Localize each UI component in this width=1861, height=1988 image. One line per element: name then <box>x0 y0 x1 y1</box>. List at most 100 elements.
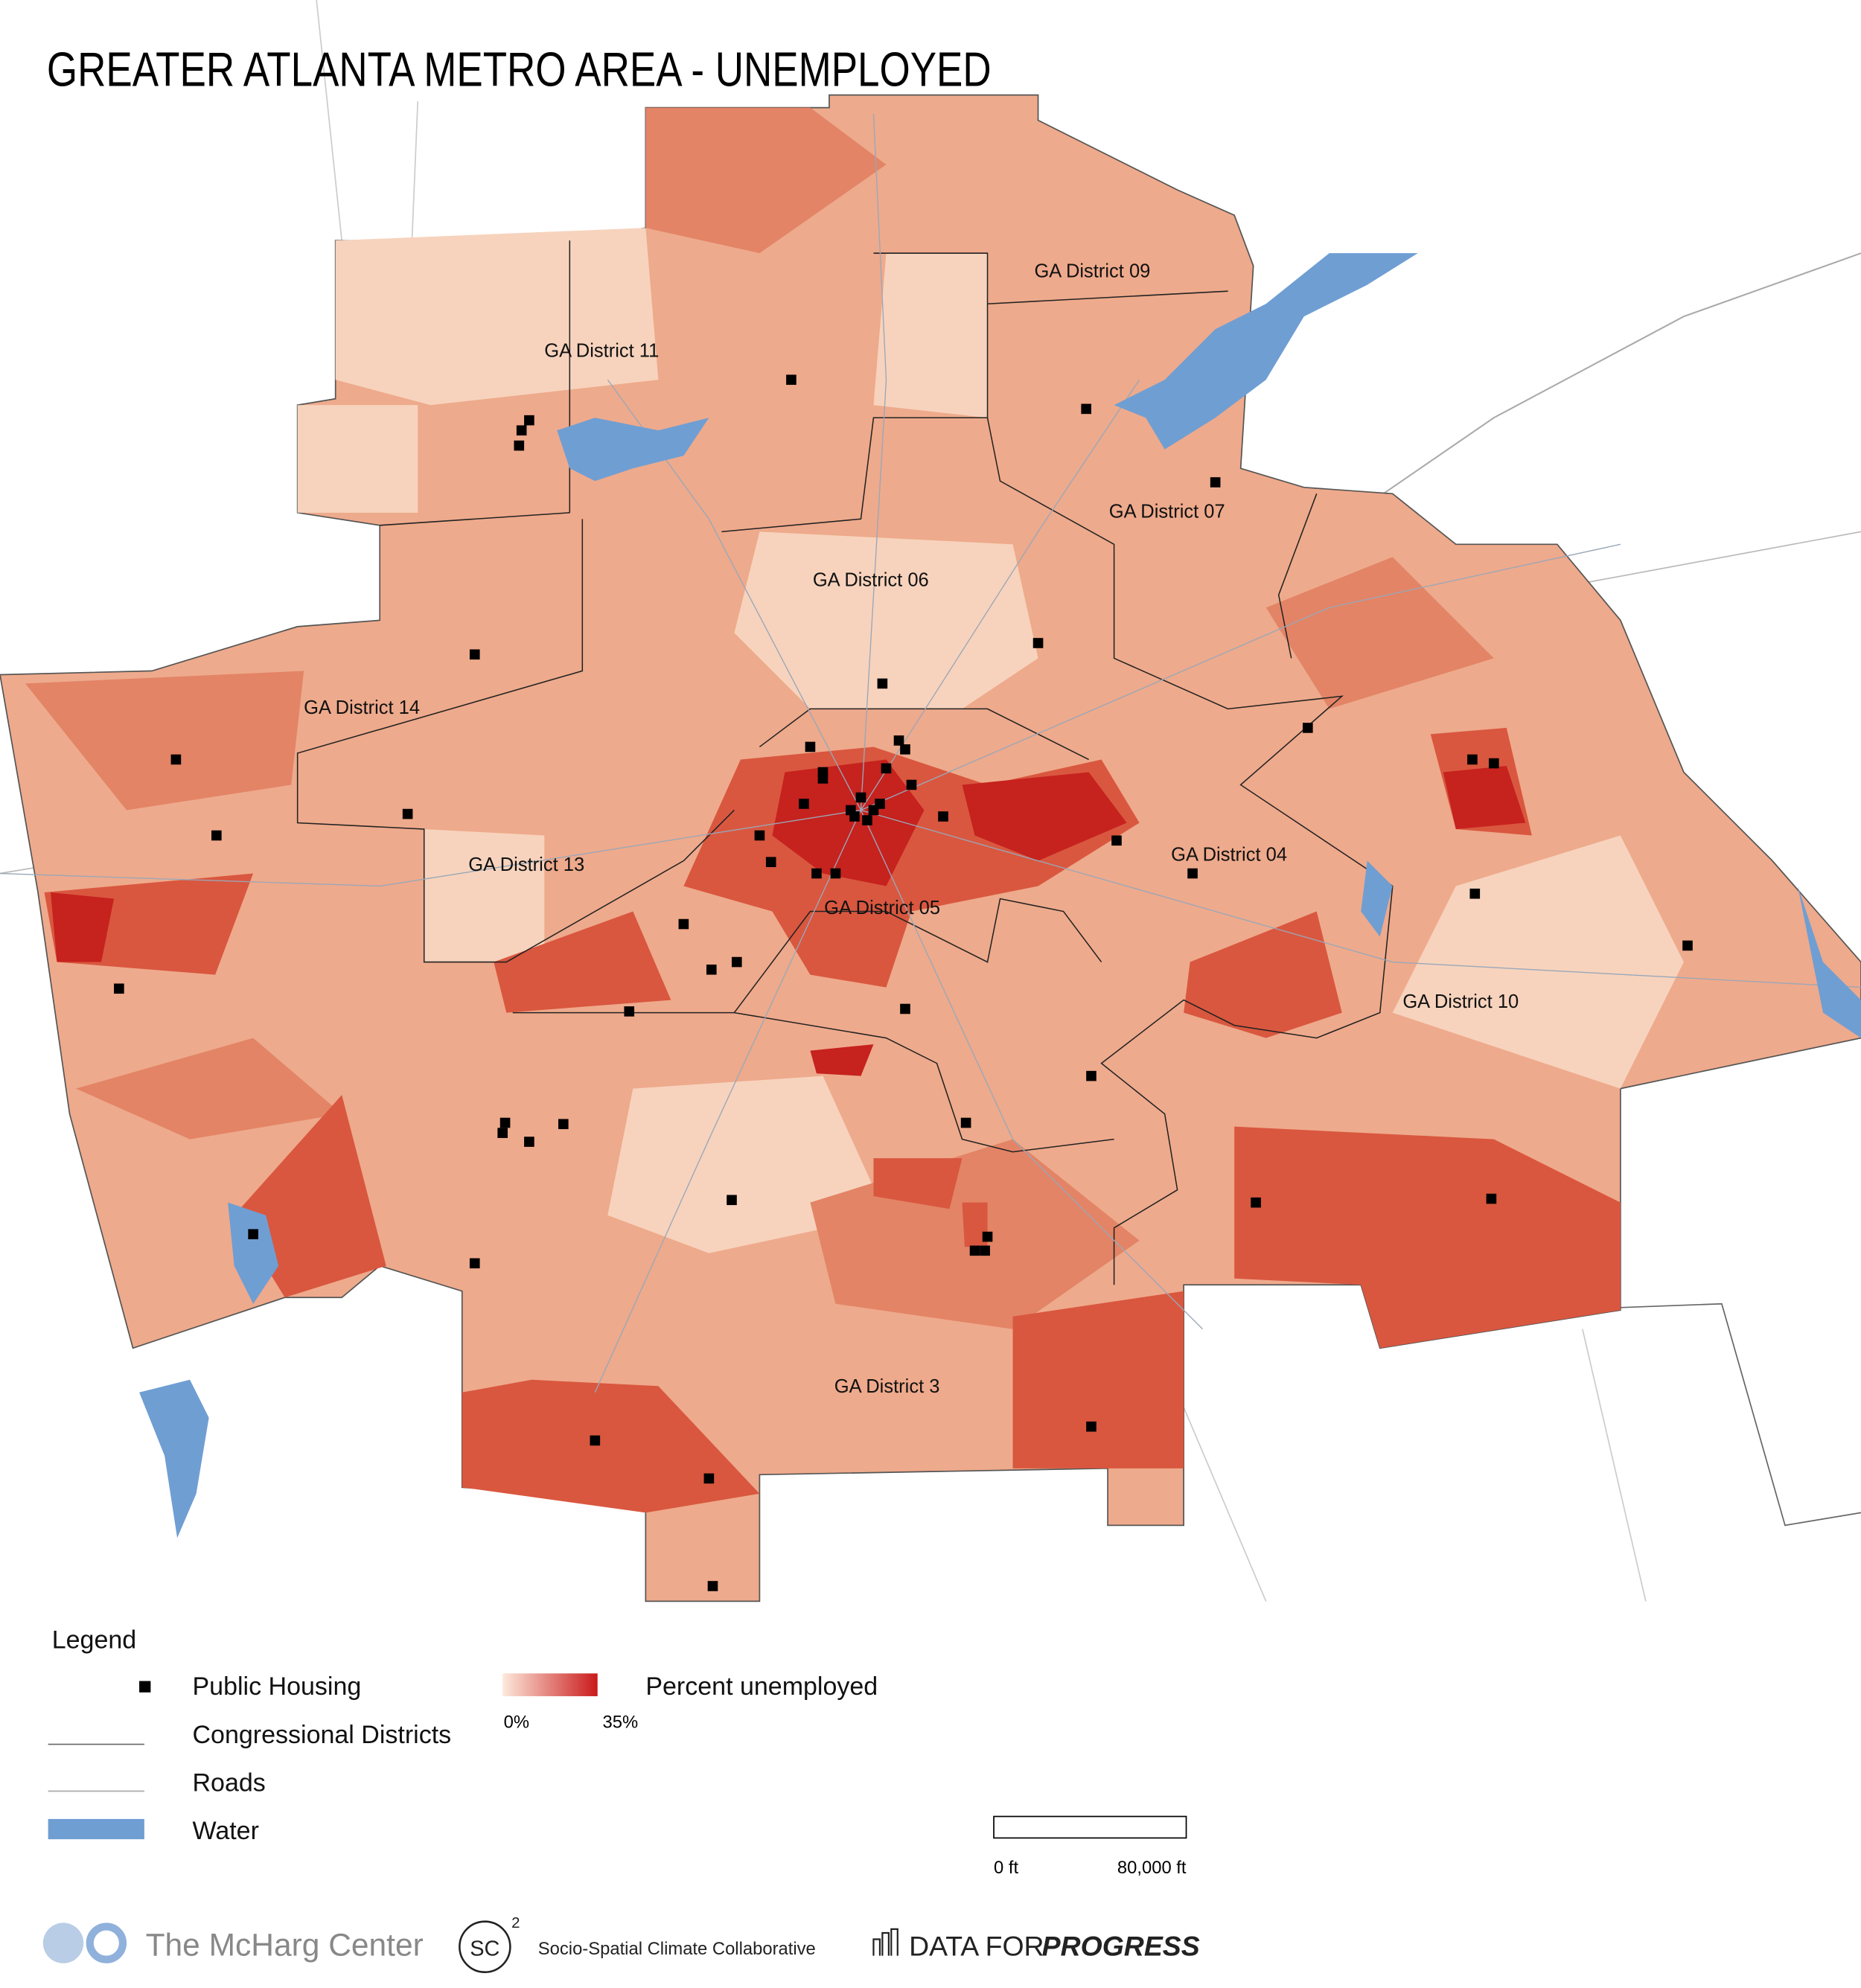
public-housing-site <box>754 830 765 841</box>
public-housing-site <box>248 1229 258 1240</box>
logo <box>459 1920 511 1973</box>
public-housing-site <box>938 811 948 822</box>
public-housing-site <box>1486 1193 1497 1204</box>
legend-item: Congressional Districts <box>193 1721 452 1749</box>
scale-bar: 0 ft 80,000 ft <box>993 1815 1187 1878</box>
district-label: GA District 09 <box>1034 261 1150 281</box>
logo-text: DATA FOR <box>909 1931 1044 1962</box>
logo-text: PROGRESS <box>1042 1931 1200 1962</box>
public-housing-site <box>1467 754 1478 765</box>
public-housing-site <box>1086 1421 1097 1432</box>
public-housing-site <box>805 741 816 752</box>
public-housing-site <box>707 1581 718 1591</box>
public-housing-site <box>875 799 885 809</box>
district-label: GA District 14 <box>304 697 420 718</box>
public-housing-site <box>830 868 841 879</box>
public-housing-site <box>731 956 742 968</box>
public-housing-site <box>516 425 527 436</box>
public-housing-site <box>1489 758 1499 769</box>
logo <box>42 1923 84 1963</box>
public-housing-site <box>469 1258 480 1269</box>
district-label: GA District 11 <box>544 341 659 362</box>
legend: Legend Public Housing Congressional Dist… <box>48 1626 878 1845</box>
legend-item: Public Housing <box>193 1672 362 1701</box>
public-housing-site <box>1081 403 1091 415</box>
public-housing-site <box>799 799 809 809</box>
public-housing-site <box>402 808 413 819</box>
district-label: GA District 04 <box>1171 845 1287 866</box>
legend-symbol <box>48 1818 144 1840</box>
public-housing-site <box>1086 1070 1097 1081</box>
legend-symbol <box>139 1681 151 1693</box>
district-label: GA District 05 <box>824 898 940 918</box>
public-housing-site <box>862 815 872 825</box>
water <box>139 253 1861 1538</box>
public-housing-site <box>980 1245 990 1256</box>
color-ramp <box>502 1673 598 1696</box>
public-housing-site <box>855 792 866 803</box>
district-label: GA District 10 <box>1402 991 1519 1012</box>
logo-text: SC <box>470 1937 499 1961</box>
public-housing-site <box>499 1117 511 1128</box>
public-housing-site <box>469 649 480 660</box>
public-housing-site <box>1303 723 1313 733</box>
color-scale-title: Percent unemployed <box>645 1672 878 1701</box>
scale-bar-label: 0 ft <box>994 1858 1018 1878</box>
public-housing-site <box>1032 638 1044 648</box>
public-housing-site <box>817 773 829 784</box>
public-housing-site <box>1210 477 1221 488</box>
public-housing-site <box>170 754 182 765</box>
district-label: GA District 13 <box>468 854 584 875</box>
public-housing-site <box>881 763 892 774</box>
color-scale-label: 0% <box>504 1712 529 1732</box>
district-lines <box>296 240 1394 1285</box>
logo-text: The McHarg Center <box>146 1928 424 1963</box>
public-housing-site <box>982 1231 993 1242</box>
public-housing-site <box>590 1435 601 1446</box>
public-housing-site <box>727 1195 737 1206</box>
district-label: GA District 06 <box>813 569 929 590</box>
public-housing-site <box>524 415 534 426</box>
title: GREATER ATLANTA METRO AREA - UNEMPLOYED <box>47 43 992 97</box>
public-housing-site <box>1469 888 1481 899</box>
public-housing-site <box>906 779 917 790</box>
scale-bar-box <box>993 1815 1187 1839</box>
public-housing-site <box>960 1117 971 1128</box>
public-housing-site <box>706 964 717 975</box>
public-housing-site <box>211 830 222 841</box>
public-housing-site <box>969 1245 980 1256</box>
public-housing-site <box>900 1003 910 1014</box>
public-housing-site <box>877 678 888 689</box>
public-housing-site <box>524 1137 534 1147</box>
public-housing <box>114 374 1693 1591</box>
district-label: GA District 07 <box>1109 502 1225 522</box>
public-housing-site <box>497 1128 508 1138</box>
public-housing-site <box>558 1119 569 1130</box>
public-housing-site <box>900 744 910 755</box>
color-scale-label: 35% <box>603 1712 639 1732</box>
legend-item: Roads <box>193 1769 266 1797</box>
public-housing-site <box>786 374 797 386</box>
logo-text: 2 <box>511 1915 520 1931</box>
public-housing-site <box>849 811 860 822</box>
public-housing-site <box>514 440 525 451</box>
district-label: GA District 3 <box>834 1376 940 1397</box>
legend-item: Water <box>193 1817 259 1845</box>
public-housing-site <box>893 735 904 746</box>
public-housing-site <box>765 857 776 868</box>
roads <box>0 114 1861 1393</box>
legend-title: Legend <box>52 1626 136 1654</box>
scale-bar-label: 80,000 ft <box>1117 1858 1187 1878</box>
public-housing-site <box>811 868 822 879</box>
public-housing-site <box>1682 940 1693 951</box>
census-tracts <box>0 94 1861 1602</box>
public-housing-site <box>678 918 689 930</box>
logo <box>872 1928 898 1956</box>
logo-text: Socio-Spatial Climate Collaborative <box>538 1939 816 1959</box>
public-housing-site <box>1111 835 1122 846</box>
public-housing-site <box>703 1473 715 1484</box>
public-housing-site <box>624 1006 635 1017</box>
logo <box>86 1923 127 1963</box>
public-housing-site <box>1187 868 1198 879</box>
